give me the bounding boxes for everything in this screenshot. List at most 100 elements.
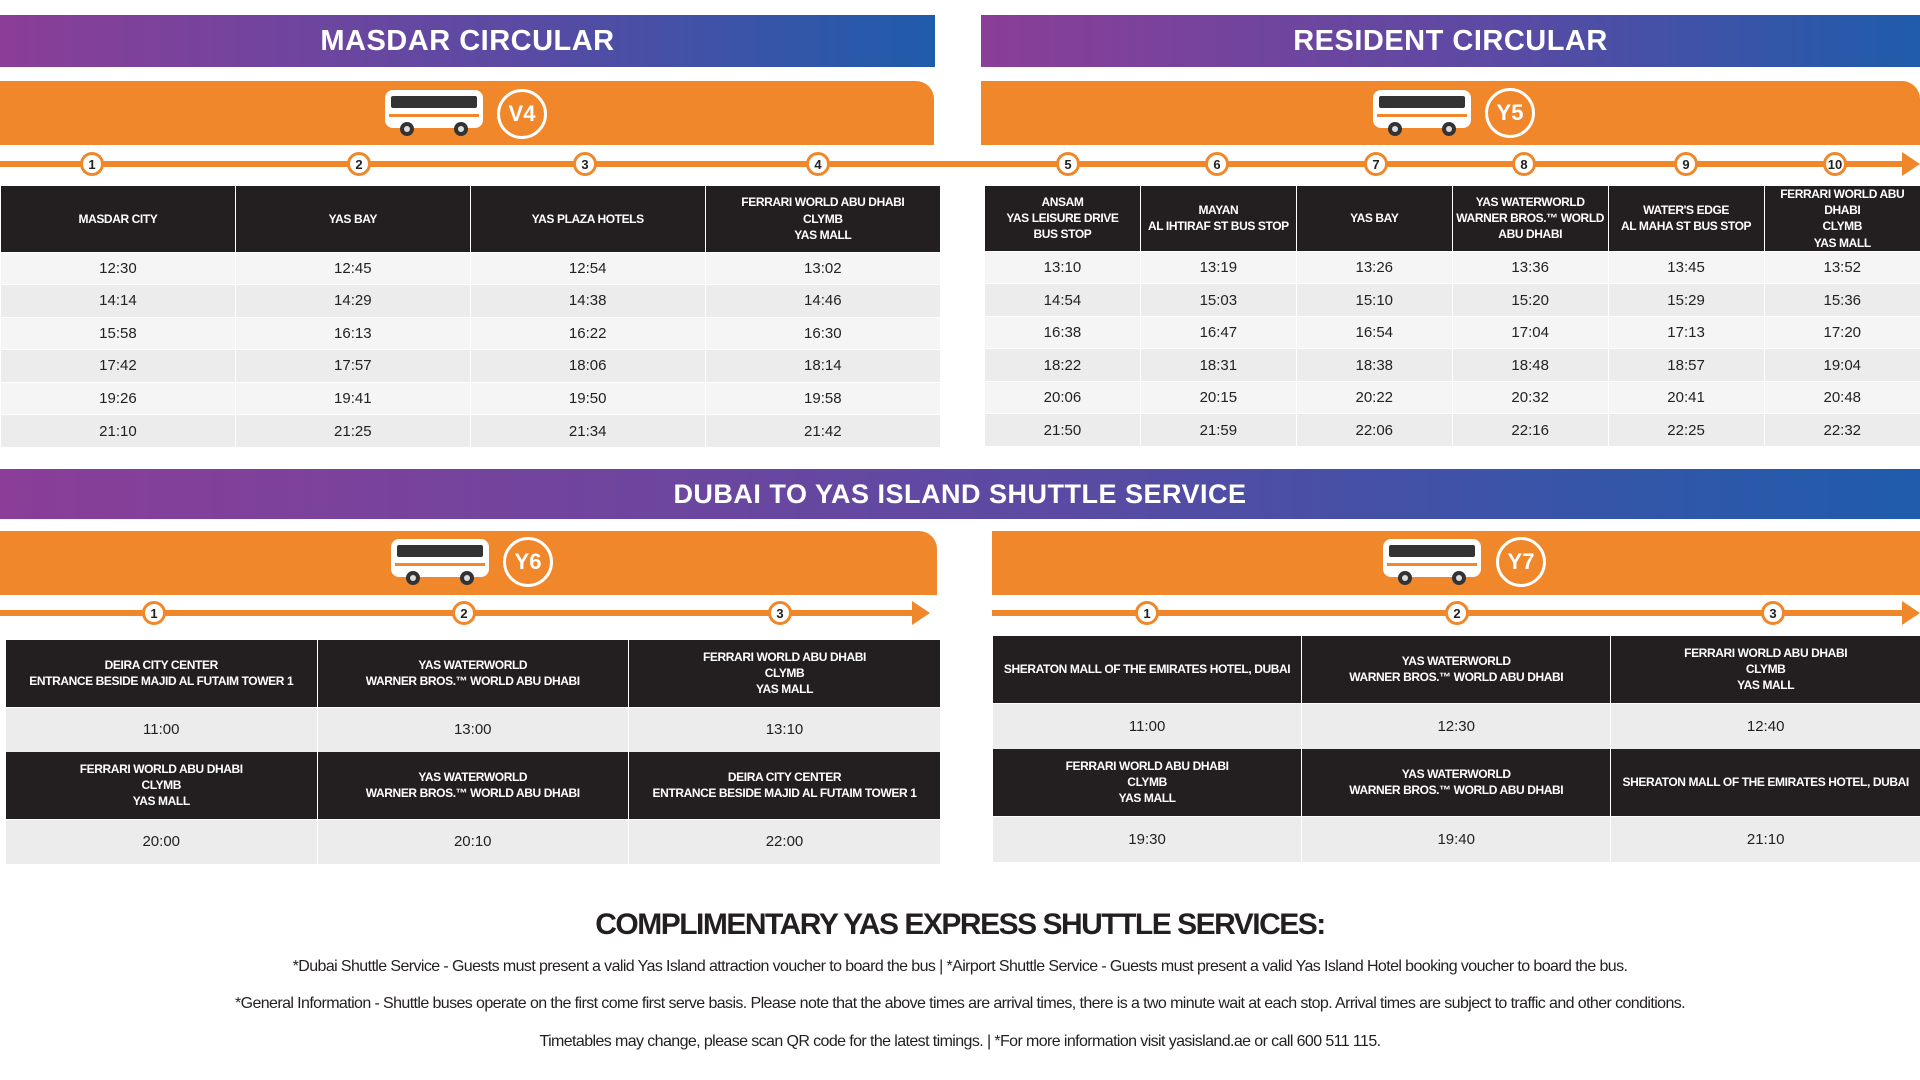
- time-cell: 11:00: [5, 706, 317, 752]
- table-row: 12:30 12:45 12:54 13:02: [0, 251, 940, 285]
- stop-number-marker: 3: [573, 152, 597, 176]
- stop-number-marker: 4: [806, 152, 830, 176]
- stop-number-marker: 6: [1205, 152, 1229, 176]
- time-cell: 18:57: [1607, 348, 1765, 382]
- stop-header: FERRARI WORLD ABU DHABI CLYMB YAS MALL: [704, 186, 940, 252]
- stop-header: YAS BAY: [234, 186, 471, 252]
- stop-header-row: SHERATON MALL OF THE EMIRATES HOTEL, DUB…: [991, 636, 1920, 703]
- stop-header: ANSAM YAS LEISURE DRIVE BUS STOP: [984, 186, 1141, 252]
- stop-number-marker: 5: [1056, 152, 1080, 176]
- time-cell: 20:15: [1139, 380, 1297, 414]
- time-cell: 22:32: [1763, 413, 1920, 447]
- time-cell: 21:25: [234, 414, 471, 447]
- table-row: 13:10 13:19 13:26 13:36 13:45 13:52: [984, 250, 1920, 284]
- stop-number-marker: 3: [1761, 601, 1785, 625]
- time-cell: 16:22: [469, 316, 706, 350]
- footer-heading: COMPLIMENTARY YAS EXPRESS SHUTTLE SERVIC…: [595, 908, 1326, 941]
- time-cell: 18:48: [1451, 348, 1609, 382]
- time-cell: 18:38: [1295, 348, 1453, 382]
- bus-icon: [383, 88, 485, 138]
- time-cell: 17:42: [0, 349, 236, 382]
- footer-line-2: *General Information - Shuttle buses ope…: [234, 995, 1686, 1012]
- stop-header: FERRARI WORLD ABU DHABI CLYMB YAS MALL: [991, 749, 1302, 816]
- time-cell: 18:06: [469, 349, 706, 382]
- table-row: 11:00 13:00 13:10: [5, 706, 940, 752]
- stop-number-marker: 1: [80, 152, 104, 176]
- time-cell: 14:38: [469, 284, 706, 317]
- time-cell: 19:04: [1763, 348, 1920, 382]
- stop-number-marker: 3: [768, 601, 792, 625]
- time-cell: 13:52: [1763, 250, 1920, 284]
- stop-header: YAS PLAZA HOTELS: [469, 186, 706, 252]
- time-cell: 12:30: [1301, 702, 1611, 749]
- table-row: 20:00 20:10 22:00: [5, 818, 940, 864]
- time-cell: 20:06: [984, 380, 1141, 414]
- time-cell: 19:26: [0, 381, 236, 415]
- time-cell: 18:22: [984, 348, 1141, 382]
- time-cell: 22:06: [1295, 413, 1453, 447]
- table-row: 14:54 15:03 15:10 15:20 15:29 15:36: [984, 283, 1920, 317]
- footer-line-3: Timetables may change, please scan QR co…: [539, 1033, 1382, 1050]
- table-row: 14:14 14:29 14:38 14:46: [0, 284, 940, 317]
- dubai-shuttle-title: DUBAI TO YAS ISLAND SHUTTLE SERVICE: [0, 469, 1920, 519]
- stop-number-marker: 9: [1674, 152, 1698, 176]
- time-cell: 14:46: [704, 284, 940, 317]
- stop-header: FERRARI WORLD ABU DHABI CLYMB YAS MALL: [5, 752, 317, 819]
- resident-timetable: ANSAM YAS LEISURE DRIVE BUS STOP MAYAN AL…: [984, 186, 1920, 447]
- table-row: 17:42 17:57 18:06 18:14: [0, 349, 940, 382]
- y7-timetable: SHERATON MALL OF THE EMIRATES HOTEL, DUB…: [991, 636, 1920, 862]
- time-cell: 15:10: [1295, 283, 1453, 317]
- time-cell: 11:00: [991, 702, 1302, 749]
- time-cell: 13:00: [316, 706, 629, 752]
- time-cell: 13:10: [984, 250, 1141, 284]
- stop-header-row: FERRARI WORLD ABU DHABI CLYMB YAS MALL YA…: [991, 749, 1920, 816]
- time-cell: 20:48: [1763, 380, 1920, 414]
- table-row: 19:30 19:40 21:10: [991, 815, 1920, 862]
- time-cell: 16:54: [1295, 315, 1453, 349]
- time-cell: 16:38: [984, 315, 1141, 349]
- masdar-timetable: MASDAR CITY YAS BAY YAS PLAZA HOTELS FERRAR…: [0, 186, 940, 447]
- time-cell: 13:26: [1295, 250, 1453, 284]
- bus-icon: [1371, 88, 1473, 138]
- table-row: 19:26 19:41 19:50 19:58: [0, 381, 940, 415]
- bus-icon: [389, 537, 491, 587]
- table-row: 21:50 21:59 22:06 22:16 22:25 22:32: [984, 413, 1920, 447]
- time-cell: 21:42: [704, 414, 940, 447]
- time-cell: 13:45: [1607, 250, 1765, 284]
- time-cell: 19:50: [469, 381, 706, 415]
- time-cell: 22:00: [628, 818, 940, 864]
- time-cell: 13:36: [1451, 250, 1609, 284]
- circular-timeline: [0, 161, 1905, 167]
- time-cell: 20:10: [316, 818, 629, 864]
- time-cell: 16:47: [1139, 315, 1297, 349]
- stop-header: YAS WATERWORLD WARNER BROS.™ WORLD ABU D…: [316, 640, 629, 707]
- time-cell: 22:25: [1607, 413, 1765, 447]
- time-cell: 19:41: [234, 381, 471, 415]
- time-cell: 21:59: [1139, 413, 1297, 447]
- table-row: 16:38 16:47 16:54 17:04 17:13 17:20: [984, 315, 1920, 349]
- stop-header: WATER'S EDGE AL MAHA ST BUS STOP: [1607, 186, 1765, 252]
- time-cell: 17:20: [1763, 315, 1920, 349]
- stop-header: YAS WATERWORLD WARNER BROS.™ WORLD ABU D…: [1301, 749, 1611, 816]
- route-badge: Y7: [1496, 537, 1546, 587]
- route-badge: V4: [497, 89, 547, 139]
- time-cell: 12:54: [469, 251, 706, 285]
- arrow-right-icon: [1902, 152, 1920, 176]
- stop-header: DEIRA CITY CENTER ENTRANCE BESIDE MAJID …: [628, 752, 940, 819]
- route-badge: Y5: [1485, 88, 1535, 138]
- time-cell: 21:10: [1610, 815, 1920, 862]
- time-cell: 13:19: [1139, 250, 1297, 284]
- time-cell: 21:10: [0, 414, 236, 447]
- stop-header: DEIRA CITY CENTER ENTRANCE BESIDE MAJID …: [5, 640, 317, 707]
- time-cell: 16:30: [704, 316, 940, 350]
- time-cell: 20:41: [1607, 380, 1765, 414]
- time-cell: 14:54: [984, 283, 1141, 317]
- time-cell: 20:32: [1451, 380, 1609, 414]
- time-cell: 15:29: [1607, 283, 1765, 317]
- route-badge: Y6: [503, 537, 553, 587]
- resident-circular-title: RESIDENT CIRCULAR: [981, 15, 1920, 67]
- time-cell: 15:03: [1139, 283, 1297, 317]
- time-cell: 17:13: [1607, 315, 1765, 349]
- stop-number-marker: 10: [1823, 152, 1847, 176]
- arrow-right-icon: [1902, 601, 1920, 625]
